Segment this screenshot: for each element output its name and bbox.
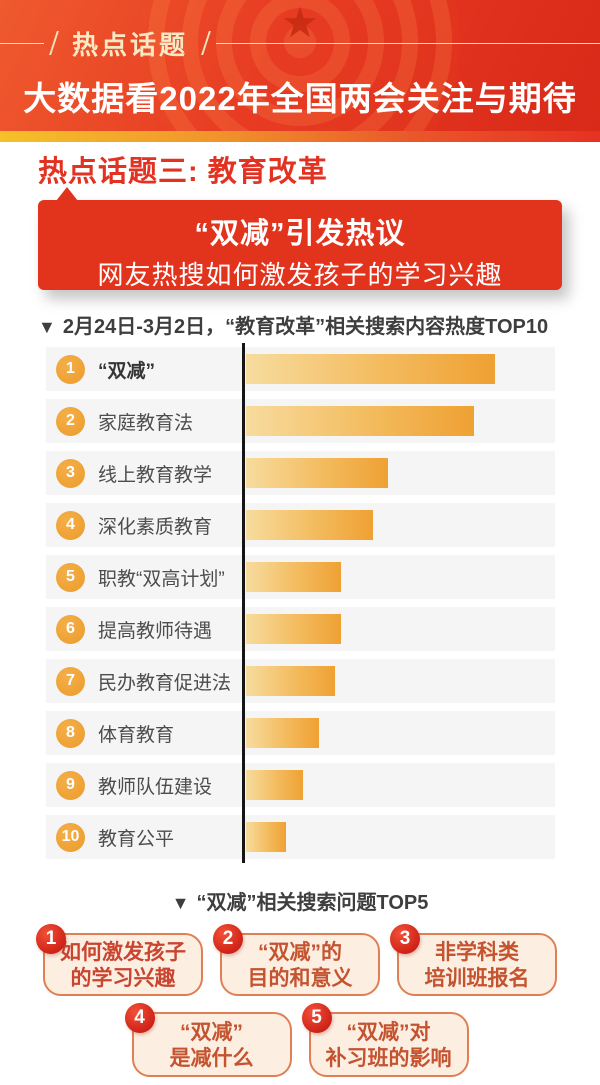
rank-badge: 3 <box>56 458 85 488</box>
star-icon: ★ <box>281 0 319 46</box>
heat-bar <box>246 458 388 488</box>
rank-badge: 9 <box>56 770 85 800</box>
callout-pointer <box>56 187 78 201</box>
triangle-marker-icon: ▼ <box>171 893 190 913</box>
rank-badge: 4 <box>56 510 85 540</box>
heat-bar <box>246 666 335 696</box>
slash-decoration <box>49 31 59 55</box>
header-banner: ★ 热点话题 大数据看2022年全国两会关注与期待 <box>0 0 600 131</box>
highlight-banner: “双减”引发热议 网友热搜如何激发孩子的学习兴趣 <box>38 200 562 290</box>
page-title: 大数据看2022年全国两会关注与期待 <box>23 80 577 117</box>
row-label: 教师队伍建设 <box>98 776 213 798</box>
rank-badge: 8 <box>56 718 85 748</box>
chart-row: 6 提高教师待遇 <box>46 607 555 651</box>
rank-badge: 5 <box>56 562 85 592</box>
banner-headline: “双减”引发热议 <box>194 218 406 250</box>
row-label: 深化素质教育 <box>98 516 213 538</box>
row-label: 教育公平 <box>98 828 175 850</box>
chart-row: 8 体育教育 <box>46 711 555 755</box>
chart-row: 7 民办教育促进法 <box>46 659 555 703</box>
row-label: 职教“双高计划” <box>98 568 225 590</box>
chart-row: 4 深化素质教育 <box>46 503 555 547</box>
questions-row-1: 1 如何激发孩子 的学习兴趣 2 “双减”的 目的和意义 3 非学科类 培训班报名 <box>0 924 600 996</box>
rank-badge: 1 <box>56 354 85 384</box>
rank-badge: 7 <box>56 666 85 696</box>
question-number-badge: 3 <box>390 924 420 954</box>
axis-line <box>242 343 245 863</box>
triangle-marker-icon: ▼ <box>38 317 56 337</box>
chart-row: 1 “双减” <box>46 347 555 391</box>
heat-bar <box>246 562 341 592</box>
gradient-strip <box>0 131 600 142</box>
heat-bar <box>246 510 373 540</box>
chart-row: 2 家庭教育法 <box>46 399 555 443</box>
heat-bar <box>246 718 319 748</box>
chart-title: ▼ 2月24日-3月2日，“教育改革”相关搜索内容热度TOP10 <box>38 310 572 339</box>
row-label: 线上教育教学 <box>98 464 213 486</box>
chart-title-text: 2月24日-3月2日，“教育改革”相关搜索内容热度TOP10 <box>62 316 549 338</box>
topic-badge-row: 热点话题 <box>0 29 600 60</box>
rank-badge: 2 <box>56 406 85 436</box>
row-label: 体育教育 <box>98 724 175 746</box>
heat-bar <box>246 354 495 384</box>
question-text: 非学科类 培训班报名 <box>424 940 530 990</box>
row-label: 家庭教育法 <box>98 412 194 434</box>
row-label: 提高教师待遇 <box>98 620 213 642</box>
divider-line <box>216 42 600 44</box>
question-text: “双减”的 目的和意义 <box>247 940 353 990</box>
section-heading: 热点话题三: 教育改革 <box>38 156 328 188</box>
question-box: 1 如何激发孩子 的学习兴趣 <box>36 924 203 996</box>
question-box: 4 “双减” 是减什么 <box>124 1003 292 1077</box>
divider-line <box>0 42 44 44</box>
question-box: 5 “双减”对 补习班的影响 <box>301 1003 469 1077</box>
heat-bar <box>246 770 303 800</box>
emblem-rings-decoration <box>140 0 460 131</box>
question-number-badge: 5 <box>301 1003 332 1033</box>
question-number-badge: 2 <box>213 924 243 954</box>
question-text: “双减”对 补习班的影响 <box>325 1020 452 1070</box>
row-label: 民办教育促进法 <box>98 672 232 694</box>
topic-badge-label: 热点话题 <box>72 29 189 60</box>
question-number-badge: 4 <box>124 1003 155 1033</box>
question-box: 2 “双减”的 目的和意义 <box>213 924 380 996</box>
slash-decoration <box>201 31 211 55</box>
heat-bar <box>246 406 474 436</box>
questions-title: ▼ “双减”相关搜索问题TOP5 <box>0 886 600 915</box>
questions-row-2: 4 “双减” 是减什么 5 “双减”对 补习班的影响 <box>0 1003 600 1077</box>
banner-subline: 网友热搜如何激发孩子的学习兴趣 <box>97 260 503 290</box>
question-number-badge: 1 <box>36 924 66 954</box>
row-label: “双减” <box>98 360 156 382</box>
chart-rows: 1 “双减” 2 家庭教育法 3 线上教育教学 4 深化素质教育 5 职教“双高计划” 6 提高教师待… <box>46 347 555 859</box>
chart-row: 9 教师队伍建设 <box>46 763 555 807</box>
top10-bar-chart: 1 “双减” 2 家庭教育法 3 线上教育教学 4 深化素质教育 5 职教“双高计划” 6 提高教师待… <box>46 343 555 867</box>
question-box: 3 非学科类 培训班报名 <box>390 924 557 996</box>
heat-bar <box>246 822 286 852</box>
chart-row: 10 教育公平 <box>46 815 555 859</box>
heat-bar <box>246 614 341 644</box>
rank-badge: 6 <box>56 614 85 644</box>
chart-row: 3 线上教育教学 <box>46 451 555 495</box>
chart-row: 5 职教“双高计划” <box>46 555 555 599</box>
question-text: “双减” 是减什么 <box>169 1020 254 1070</box>
question-text: 如何激发孩子 的学习兴趣 <box>60 940 186 990</box>
rank-badge: 10 <box>56 822 85 852</box>
questions-title-text: “双减”相关搜索问题TOP5 <box>196 892 429 914</box>
